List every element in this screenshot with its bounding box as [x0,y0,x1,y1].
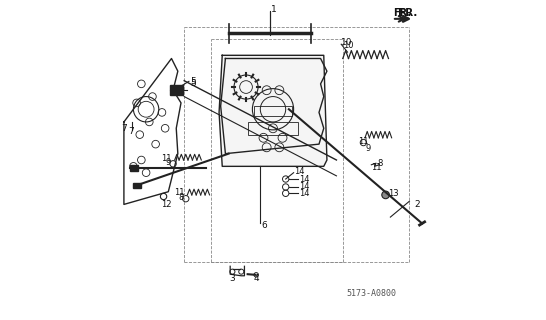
Text: 3: 3 [229,275,235,284]
Text: 5173-A0800: 5173-A0800 [346,289,396,298]
Text: 2: 2 [414,200,420,209]
Bar [254,106,292,116]
Bar [248,122,298,135]
Text: 9: 9 [166,158,171,167]
Text: FR.: FR. [393,8,411,18]
Text: 5: 5 [191,79,196,88]
Bar [130,165,138,171]
Bar [133,183,141,188]
Text: 9: 9 [366,144,371,153]
Text: 7: 7 [129,127,134,136]
Text: 6: 6 [261,220,266,229]
Text: 14: 14 [294,167,305,176]
Text: 10: 10 [341,38,353,47]
Text: 14: 14 [299,182,310,191]
Text: FR.: FR. [397,8,417,18]
Text: 11: 11 [358,137,369,146]
Bar [170,85,182,95]
Text: 12: 12 [161,200,172,209]
Text: 14: 14 [299,174,310,184]
Text: 4: 4 [254,275,259,284]
Text: 10: 10 [343,41,353,50]
Text: 8: 8 [179,193,184,202]
Text: 7: 7 [121,124,127,133]
Text: 14: 14 [299,189,310,198]
Text: 13: 13 [388,189,399,198]
Text: 11: 11 [174,188,185,197]
Text: 5: 5 [190,77,195,86]
Polygon shape [219,55,327,166]
Text: 11: 11 [161,154,172,163]
Text: 11: 11 [371,164,382,172]
Circle shape [382,191,389,199]
Text: 1: 1 [271,5,277,14]
Text: 8: 8 [378,159,383,168]
